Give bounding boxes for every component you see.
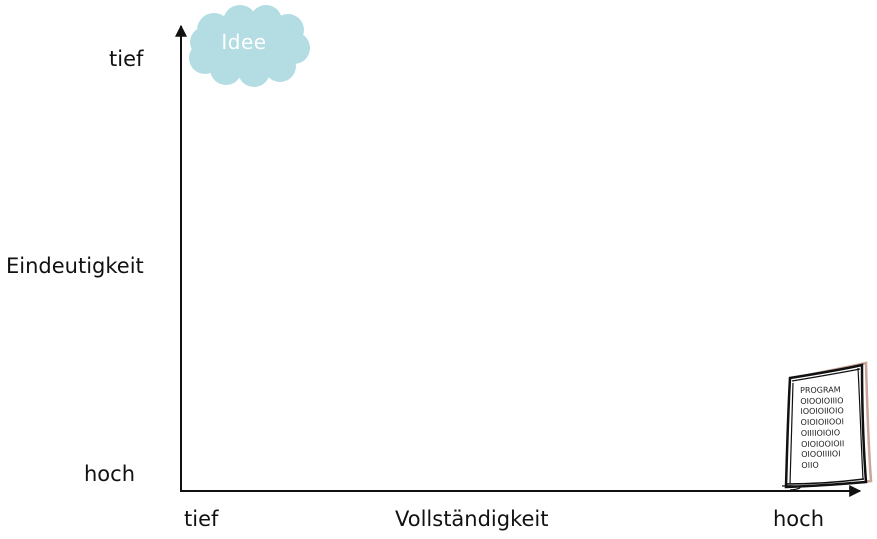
x-axis-left-label: tief [184,507,219,531]
idea-label: Idee [221,30,267,54]
idea-cloud [189,5,310,87]
program-line: PROGRAM [800,385,841,395]
program-line: OIOOIIIIOI [801,449,841,460]
y-axis-top-label: tief [109,47,144,71]
program-line: OIIIIOIOIO [800,428,841,438]
program-line: IOOIOIIOIO [800,406,844,417]
program-line: OIOIOIIOOI [800,417,844,428]
y-axis-title: Eindeutigkeit [6,254,144,278]
program-line: OIIO [801,460,819,470]
program-document [781,361,873,491]
program-text: PROGRAM OIOOIOIIIO IOOIOIIOIO OIOIOIIOOI OII… [800,385,845,471]
program-line: OIOIOOIOII [800,438,845,449]
x-axis-right-label: hoch [773,507,825,531]
x-axis-title: Vollständigkeit [395,507,549,531]
program-line: OIOOIOIIIO [800,395,844,406]
y-axis-bottom-label: hoch [84,462,136,486]
